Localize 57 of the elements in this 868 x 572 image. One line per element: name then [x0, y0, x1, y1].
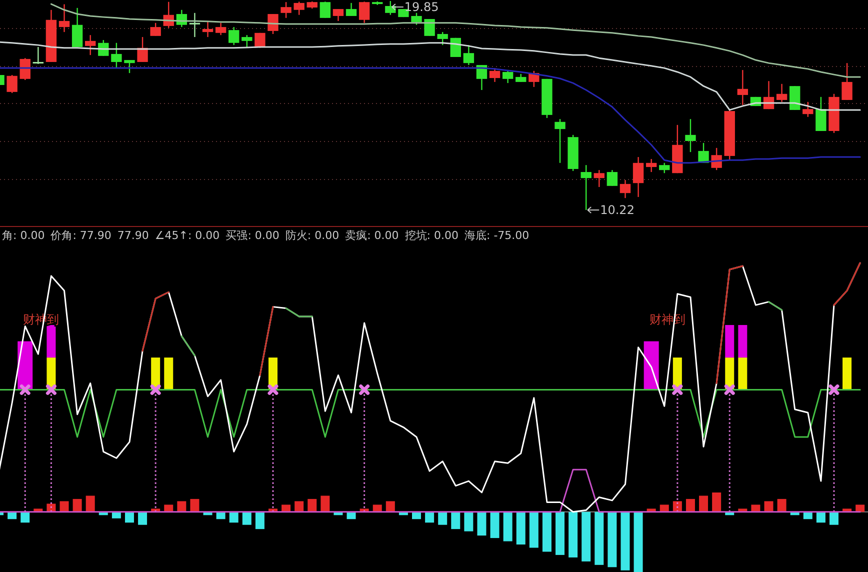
bar — [556, 512, 565, 555]
annotation: 10.22 — [600, 203, 634, 217]
bar — [346, 512, 356, 520]
bar — [764, 501, 774, 512]
bar — [438, 512, 448, 525]
bar — [503, 512, 512, 542]
bar — [568, 512, 578, 558]
bar — [242, 512, 252, 525]
bar — [308, 498, 317, 512]
text: 防火: 0.00 — [285, 229, 340, 242]
bar — [386, 501, 395, 512]
bar — [608, 512, 617, 568]
bar — [229, 512, 238, 523]
bar — [582, 512, 591, 562]
bar — [620, 512, 630, 570]
bar — [190, 498, 200, 512]
bar — [86, 496, 95, 512]
text: 挖坑: 0.00 — [404, 229, 458, 242]
bar — [124, 512, 134, 523]
bar — [425, 512, 434, 523]
bar — [803, 512, 812, 520]
bar — [829, 512, 838, 525]
bar — [412, 512, 422, 520]
bar — [255, 512, 264, 530]
text: 买强: 0.00 — [226, 229, 280, 242]
bar — [686, 498, 695, 512]
bar — [516, 512, 526, 545]
bar — [464, 512, 474, 532]
bar — [542, 512, 552, 552]
bar — [177, 501, 186, 512]
text: 海底: -75.00 — [464, 229, 530, 242]
bar — [216, 512, 226, 520]
text: 角: 0.00 — [2, 229, 45, 242]
text: 77.90 — [117, 229, 149, 242]
bar — [816, 512, 826, 523]
bar — [60, 501, 69, 512]
bar — [699, 496, 708, 512]
bar — [138, 512, 148, 525]
bar — [777, 498, 786, 512]
bar — [594, 512, 604, 565]
bar — [112, 512, 121, 518]
bar — [529, 512, 538, 548]
bar — [451, 512, 460, 530]
bar — [320, 496, 330, 512]
bar — [856, 504, 865, 512]
bar — [20, 512, 30, 523]
bar — [477, 512, 486, 536]
bar — [8, 512, 17, 520]
bar — [490, 512, 500, 538]
text: 卖疯: 0.00 — [345, 229, 399, 242]
text: 价角: 77.90 — [50, 229, 112, 242]
annotation: 19.85 — [404, 0, 439, 14]
bar — [294, 501, 304, 512]
bar — [712, 492, 722, 512]
bar — [634, 512, 643, 572]
bar — [72, 498, 82, 512]
text: ∠45↑: 0.00 — [154, 229, 220, 242]
